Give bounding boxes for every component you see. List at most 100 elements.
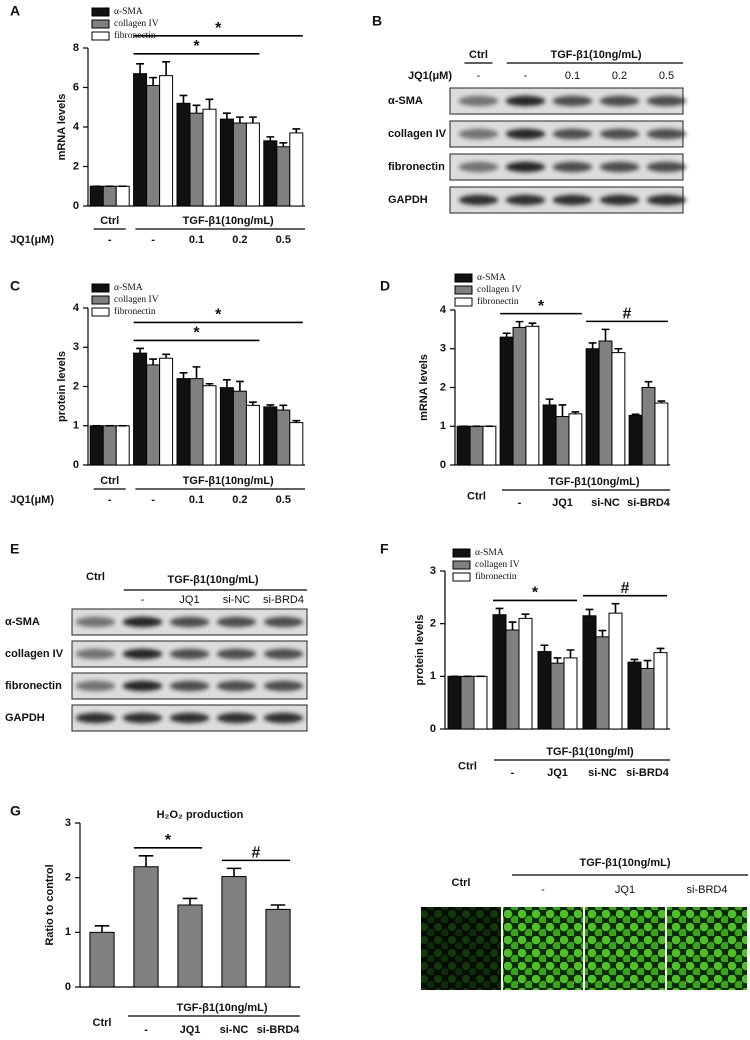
x-tick-label: si-NC: [220, 1024, 249, 1036]
y-tick-label: 1: [440, 420, 446, 432]
y-tick-label: 2: [73, 380, 79, 392]
legend-label: collagen IV: [477, 285, 522, 295]
bar: [102, 185, 117, 207]
bar: [263, 406, 278, 466]
bar: [585, 348, 600, 466]
bar: [456, 425, 471, 466]
bar: [189, 378, 204, 466]
treatment-label: TGF-β1(10ng/ml): [546, 746, 634, 758]
x-tick-label: 0.5: [276, 234, 291, 246]
error-bar: [266, 136, 275, 141]
bar: [473, 675, 488, 730]
x-tick-label: -: [151, 234, 155, 246]
blot-band: [646, 128, 687, 140]
blot-band: [263, 712, 304, 724]
bar: [550, 662, 565, 730]
lane-label: si-NC: [223, 594, 251, 606]
blot-band: [505, 95, 546, 107]
control-label: Ctrl: [93, 1017, 112, 1029]
error-bar: [545, 398, 554, 405]
significance-mark: *: [193, 325, 200, 342]
error-bar: [266, 404, 275, 407]
fluorescence-image: [421, 907, 501, 990]
bar: [608, 612, 623, 730]
lane-label: 0.5: [659, 70, 674, 82]
y-tick-label: 6: [73, 81, 79, 93]
error-bar: [515, 320, 524, 328]
y-tick-label: 3: [65, 817, 71, 829]
y-tick-label: 2: [65, 872, 71, 884]
legend-swatch: [91, 19, 110, 29]
bar: [219, 118, 234, 207]
bar: [289, 132, 304, 207]
category-axis-label: JQ1(μM): [10, 234, 54, 246]
error-bar: [588, 342, 597, 349]
error-bar: [236, 116, 244, 124]
bar: [482, 425, 497, 466]
bar: [499, 336, 514, 466]
blot-band: [505, 194, 546, 206]
blot-band: [122, 616, 163, 628]
treatment-label: TGF-β1(10ng/mL): [579, 857, 670, 869]
blot-band: [169, 712, 210, 724]
error-bar: [521, 613, 530, 619]
legend-swatch: [91, 7, 110, 17]
significance-mark: *: [538, 298, 545, 315]
error-bar: [205, 98, 214, 110]
y-tick-label: 2: [73, 160, 79, 172]
error-bar: [249, 116, 257, 124]
treatment-label: TGF-β1(10ng/mL): [183, 475, 274, 487]
x-tick-label: 0.5: [276, 494, 291, 506]
error-bar: [149, 358, 157, 365]
error-bar: [179, 371, 188, 379]
error-bar: [149, 76, 157, 86]
error-bar: [657, 400, 666, 403]
fluorescence-image: [585, 907, 665, 990]
y-tick-label: 3: [440, 343, 446, 355]
error-bar: [94, 924, 110, 933]
x-tick-label: 0.2: [232, 494, 247, 506]
error-bar: [571, 411, 580, 414]
bar: [221, 876, 247, 988]
bar: [505, 629, 520, 730]
x-tick-label: -: [144, 1024, 148, 1036]
bar: [115, 185, 130, 207]
error-bar: [182, 897, 198, 905]
blot-band: [75, 616, 116, 628]
panel-letter: G: [10, 803, 21, 819]
error-bar: [205, 382, 214, 386]
error-bar: [226, 867, 242, 877]
x-tick-label: 0.1: [189, 494, 204, 506]
error-bar: [292, 419, 301, 423]
bar: [595, 636, 610, 730]
panel-letter: E: [10, 541, 19, 557]
blot-band: [169, 616, 210, 628]
x-tick-label: si-NC: [588, 767, 617, 779]
error-bar: [656, 647, 665, 653]
bar: [115, 425, 130, 466]
x-tick-label: -: [108, 234, 112, 246]
control-label: Ctrl: [467, 490, 486, 502]
error-bar: [601, 328, 610, 341]
treatment-label: TGF-β1(10ng/mL): [548, 476, 639, 488]
y-tick-label: 2: [430, 618, 436, 630]
lane-label: -: [541, 884, 545, 896]
bar: [289, 422, 304, 466]
error-bar: [631, 413, 640, 416]
blot-band: [599, 161, 640, 173]
error-bar: [508, 621, 517, 630]
bar: [265, 908, 291, 988]
lane-label: JQ1: [179, 594, 199, 606]
x-tick-label: si-BRD4: [626, 767, 670, 779]
panel-letter: A: [10, 3, 20, 19]
blot-row-label: collagen IV: [5, 648, 64, 660]
blot-band: [599, 95, 640, 107]
blot-band: [552, 95, 593, 107]
y-axis-label: mRNA levels: [418, 354, 430, 421]
bar: [146, 364, 161, 466]
control-label: Ctrl: [100, 215, 119, 227]
blot-row-label: α-SMA: [5, 616, 40, 628]
chart-title: H₂O₂ production: [157, 809, 244, 821]
blot-band: [169, 680, 210, 692]
